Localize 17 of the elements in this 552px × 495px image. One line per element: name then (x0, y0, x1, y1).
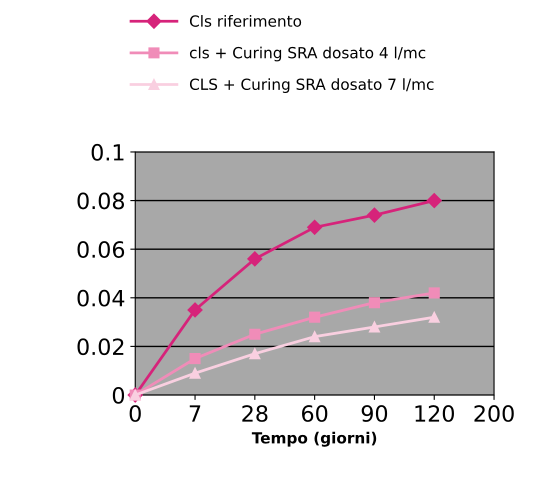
x-tick-label: 7 (190, 405, 200, 422)
x-tick-label: 120 (415, 405, 454, 422)
x-axis-title: Tempo (giorni) (252, 432, 376, 447)
y-tick-label: 0.1 (92, 144, 124, 161)
x-tick-label: 90 (362, 405, 388, 422)
y-tick-label: 0.02 (78, 338, 124, 356)
legend-label: cls + Curing SRA dosato 4 l/mc (190, 46, 426, 62)
x-tick-label: 0 (130, 405, 141, 422)
legend-label: Cls riferimento (190, 15, 302, 27)
y-tick-label: 0.04 (78, 290, 124, 307)
x-tick-label: 28 (242, 405, 268, 422)
legend-label: CLS + Curing SRA dosato 7 l/mc (190, 78, 434, 93)
x-tick-label: 60 (302, 405, 328, 422)
y-tick-label: 0.08 (78, 192, 124, 210)
x-tick-label: 200 (474, 405, 514, 422)
y-tick-label: 0.06 (78, 241, 124, 258)
y-tick-label: 0 (112, 386, 124, 404)
